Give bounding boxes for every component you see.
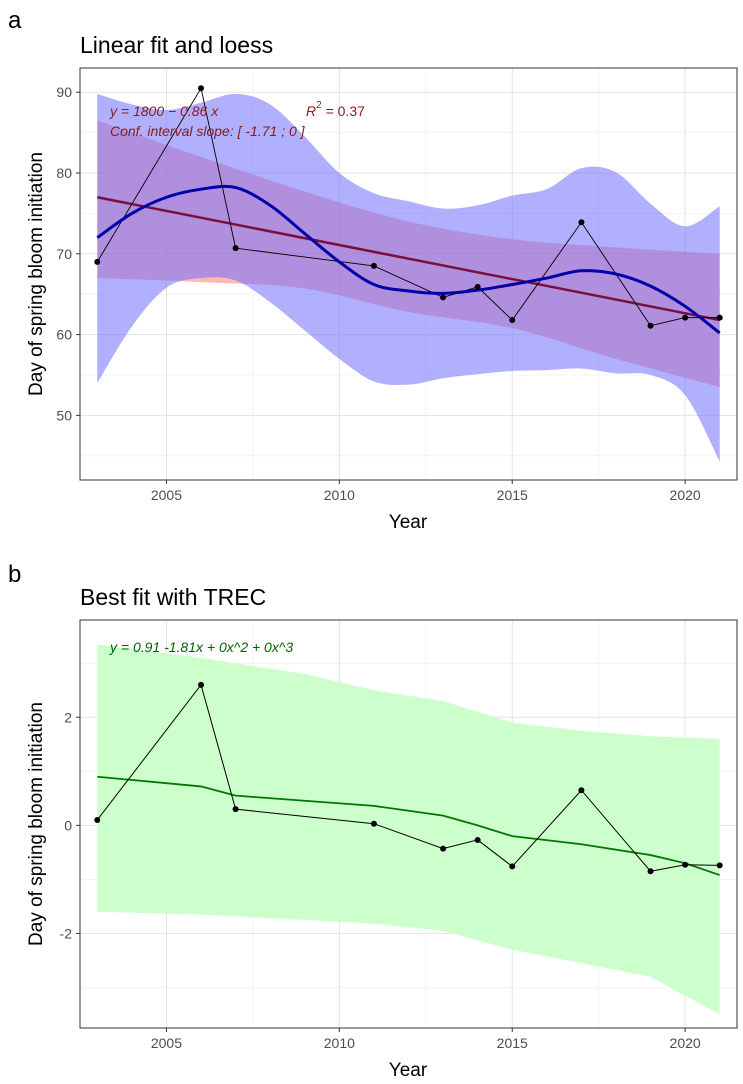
panel-a-y-tick-label: 70	[56, 246, 72, 262]
observed-point	[440, 845, 447, 852]
panel-a-x-tick-label: 2015	[497, 487, 528, 503]
panel-a-x-axis-title: Year	[389, 512, 428, 533]
panel-b-y-tick-label: 2	[64, 709, 72, 725]
panel-a-x-tick-label: 2020	[670, 487, 701, 503]
panel-a-y-tick-label: 80	[56, 165, 72, 181]
panel-a-y-tick-label: 90	[56, 84, 72, 100]
panel-a-y-axis-title: Day of spring bloom initiation	[26, 152, 47, 396]
panel-b-letter: b	[8, 561, 21, 588]
observed-point	[716, 314, 723, 321]
panel-a-conf-interval: Conf. interval slope: [ -1.71 ; 0 ]	[110, 123, 306, 139]
panel-b-x-tick-label: 2010	[324, 1035, 355, 1051]
panel-b-y-axis-title: Day of spring bloom initiation	[26, 702, 47, 946]
panel-a-plot-border	[79, 67, 738, 481]
observed-point	[94, 258, 101, 265]
panel-a-letter: a	[8, 7, 22, 34]
panel-b-marks	[94, 644, 723, 1015]
panel-a-r2: R2 = 0.37	[306, 100, 365, 119]
panel-b-plot-border	[79, 619, 738, 1029]
observed-point	[474, 283, 481, 290]
observed-point	[198, 681, 205, 688]
trec-confidence-band	[97, 644, 720, 1015]
panel-a-equation: y = 1800 − 0.86 x	[109, 103, 219, 119]
panel-a-r2-exponent: 2	[316, 100, 322, 111]
loess-fit-line	[96, 184, 721, 335]
panel-a: a Linear fit and loess 2005 2010 2015 2020 5…	[8, 7, 738, 533]
observed-point	[509, 863, 516, 870]
linear-fit-line	[97, 196, 720, 322]
observed-point	[509, 317, 516, 324]
panel-b-x-tick-label: 2020	[670, 1035, 701, 1051]
panel-b-x-tick-label: 2015	[497, 1035, 528, 1051]
panel-a-y-tick-label: 50	[56, 407, 72, 423]
observed-point	[440, 294, 447, 301]
panel-a-ticks: 2005 2010 2015 2020 50 60 70 80 90	[56, 84, 700, 503]
panel-a-x-tick-label: 2005	[151, 487, 182, 503]
observed-point	[94, 816, 101, 823]
observed-point	[647, 322, 654, 329]
panel-a-y-tick-label: 60	[56, 327, 72, 343]
loess-confidence-band	[97, 93, 720, 462]
observed-point	[370, 820, 377, 827]
panel-b: b Best fit with TREC 2005 2010 2015 2020 -2 0…	[8, 561, 738, 1081]
observed-point	[370, 262, 377, 269]
observed-point	[232, 806, 239, 813]
panel-b-y-tick-label: 0	[64, 817, 72, 833]
panel-a-x-tick-label: 2010	[324, 487, 355, 503]
observed-point	[682, 314, 689, 321]
panel-b-x-tick-label: 2005	[151, 1035, 182, 1051]
observed-point	[198, 85, 205, 92]
panel-a-marks	[94, 85, 723, 462]
observed-point	[232, 245, 239, 252]
observed-point	[716, 862, 723, 869]
trec-fit-line	[97, 775, 721, 876]
panel-a-r2-label: R	[306, 103, 316, 119]
observed-point	[474, 836, 481, 843]
observed-point	[647, 868, 654, 875]
panel-b-title: Best fit with TREC	[80, 584, 266, 610]
panel-b-equation: y = 0.91 -1.81x + 0x^2 + 0x^3	[109, 639, 293, 655]
observed-point	[682, 861, 689, 868]
panel-b-x-axis-title: Year	[389, 1060, 428, 1081]
panel-b-ticks: 2005 2010 2015 2020 -2 0 2	[60, 709, 701, 1051]
observed-point	[578, 787, 585, 794]
panel-a-r2-value: = 0.37	[322, 103, 365, 119]
panel-a-title: Linear fit and loess	[80, 32, 273, 58]
observed-point	[578, 219, 585, 226]
panel-b-y-tick-label: -2	[60, 925, 73, 941]
